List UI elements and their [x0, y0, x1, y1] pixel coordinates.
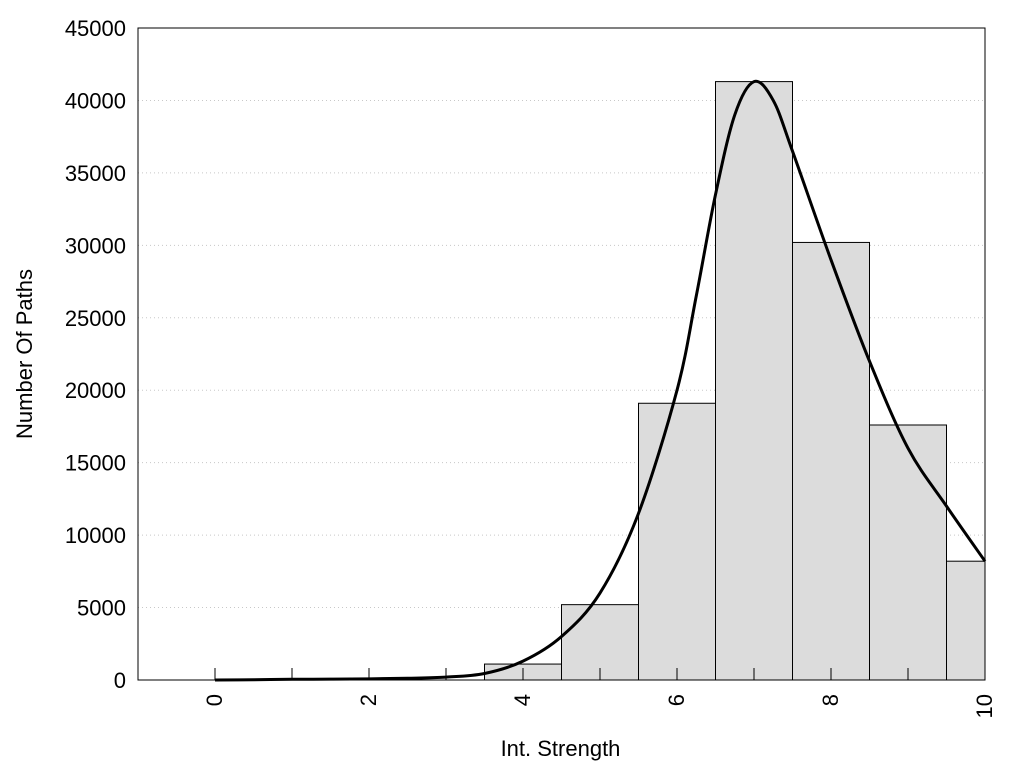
- histogram-bar: [638, 402, 716, 681]
- histogram-bar: [561, 604, 639, 681]
- histogram-bar: [869, 424, 947, 681]
- y-tick-label: 20000: [65, 378, 126, 403]
- bars: [484, 81, 986, 681]
- x-tick-label: 0: [202, 694, 227, 706]
- x-tick-label: 10: [972, 694, 997, 718]
- y-tick-label: 5000: [77, 596, 126, 621]
- histogram-bar: [715, 81, 793, 681]
- y-tick-label: 15000: [65, 451, 126, 476]
- y-tick-label: 0: [114, 668, 126, 693]
- x-axis-title: Int. Strength: [501, 736, 621, 761]
- x-tick-label: 2: [356, 694, 381, 706]
- y-axis-title: Number Of Paths: [12, 269, 37, 439]
- y-tick-label: 30000: [65, 233, 126, 258]
- y-tick-label: 45000: [65, 16, 126, 41]
- y-tick-label: 10000: [65, 523, 126, 548]
- histogram-bar: [946, 560, 986, 681]
- x-tick-label: 8: [818, 694, 843, 706]
- y-tick-label: 40000: [65, 88, 126, 113]
- y-tick-label: 25000: [65, 306, 126, 331]
- plot-frame: [137, 27, 986, 681]
- density-curve-layer: [214, 79, 987, 682]
- density-curve: [214, 79, 987, 682]
- x-axis-ticks: 0 2 4 6 8 10: [202, 668, 997, 718]
- histogram-bar: [792, 241, 870, 681]
- x-tick-label: 4: [510, 694, 535, 706]
- y-tick-label: 35000: [65, 161, 126, 186]
- x-tick-label: 6: [664, 694, 689, 706]
- y-axis-ticks: 0 5000 10000 15000 20000 25000 30000 35000 40000…: [65, 16, 126, 693]
